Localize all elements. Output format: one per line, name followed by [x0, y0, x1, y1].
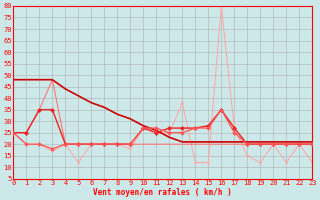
X-axis label: Vent moyen/en rafales ( km/h ): Vent moyen/en rafales ( km/h )	[93, 188, 232, 197]
